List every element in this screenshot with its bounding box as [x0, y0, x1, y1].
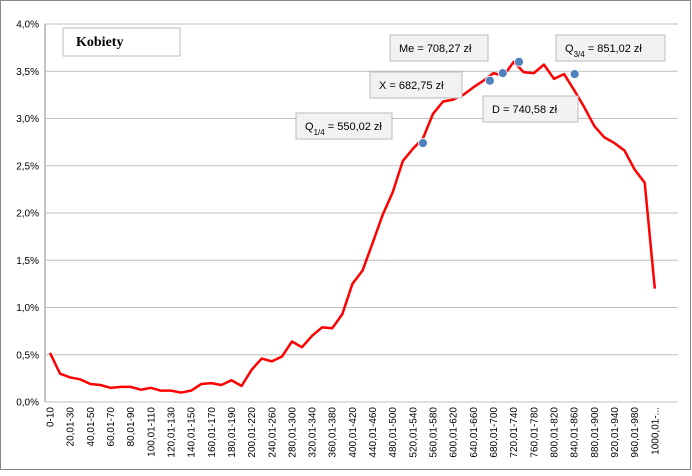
annotation-text: = 550,02 zł [325, 121, 383, 133]
annotation-text: = 851,02 zł [585, 43, 643, 55]
x-tick-label: 520,01-540 [408, 407, 419, 458]
chart-title: Kobiety [76, 35, 123, 50]
annotation-text: Q [565, 43, 574, 55]
x-tick-label: 20,01-30 [66, 407, 77, 447]
annotation-text: Q [305, 121, 314, 133]
y-tick-label: 0,0% [16, 398, 39, 409]
x-tick-label: 800,01-820 [550, 407, 561, 458]
y-tick-label: 3,0% [16, 114, 39, 125]
marker [418, 138, 428, 148]
x-tick-label: 1000,01-... [650, 407, 661, 455]
annotation-text: X = 682,75 zł [379, 80, 444, 92]
x-tick-label: 80,01-90 [126, 407, 137, 447]
annotation-box [389, 34, 489, 62]
annotation-label: D = 740,58 zł [492, 104, 558, 116]
annotation-label: Me = 708,27 zł [399, 43, 472, 55]
marker [569, 69, 580, 79]
x-tick-label: 320,01-340 [308, 407, 319, 458]
y-tick-label: 3,5% [16, 67, 39, 78]
y-tick-label: 2,5% [16, 161, 39, 172]
x-tick-label: 840,01-860 [570, 407, 581, 458]
x-tick-label: 120,01-130 [166, 407, 177, 458]
x-tick-label: 760,01-780 [529, 407, 540, 458]
y-tick-label: 4,0% [16, 20, 39, 31]
y-tick-label: 1,0% [16, 303, 39, 314]
y-tick-label: 1,5% [16, 256, 39, 267]
y-tick-label: 2,0% [16, 209, 39, 220]
marker [497, 68, 508, 79]
x-tick-label: 440,01-460 [368, 407, 379, 458]
annotation-box [555, 34, 666, 62]
annotation-text: D = 740,58 zł [492, 104, 558, 116]
x-tick-label: 100,01-110 [146, 407, 157, 457]
x-tick-label: 280,01-300 [287, 407, 298, 458]
annotation-subscript: 3/4 [574, 50, 586, 59]
x-tick-label: 60,01-70 [106, 407, 117, 447]
x-tick-label: 140,01-150 [187, 407, 198, 458]
annotation-text: Me = 708,27 zł [399, 43, 472, 55]
x-tick-label: 200,01-220 [247, 407, 258, 458]
annotation-box [295, 112, 393, 140]
x-tick-label: 880,01-900 [590, 407, 601, 458]
x-tick-label: 480,01-500 [388, 407, 399, 458]
annotation-box [369, 71, 463, 99]
x-tick-label: 160,01-170 [207, 407, 218, 458]
annotation-subscript: 1/4 [314, 128, 326, 137]
x-tick-label: 240,01-260 [267, 407, 278, 458]
x-tick-label: 920,01-940 [610, 407, 621, 458]
y-tick-label: 0,5% [16, 350, 39, 361]
data-line [48, 60, 657, 394]
x-tick-label: 960,01-980 [630, 407, 641, 458]
x-tick-label: 640,01-660 [469, 407, 480, 458]
annotation-label: Q3/4 = 851,02 zł [565, 43, 642, 59]
x-tick-label: 400,01-420 [348, 407, 359, 458]
x-tick-label: 360,01-380 [328, 407, 339, 458]
annotation-label: X = 682,75 zł [379, 80, 444, 92]
marker [484, 75, 495, 86]
marker [514, 56, 524, 67]
x-tick-label: 600,01-620 [449, 407, 460, 458]
x-tick-label: 0-10 [46, 407, 57, 427]
x-tick-label: 40,01-50 [86, 407, 97, 447]
x-tick-label: 680,01-700 [489, 407, 500, 458]
annotation-label: Q1/4 = 550,02 zł [305, 121, 382, 137]
x-tick-label: 560,01-580 [429, 407, 440, 458]
x-tick-label: 720,01-740 [509, 407, 520, 458]
x-tick-label: 180,01-190 [227, 407, 238, 458]
annotation-box [482, 95, 579, 123]
title-box [62, 27, 181, 57]
